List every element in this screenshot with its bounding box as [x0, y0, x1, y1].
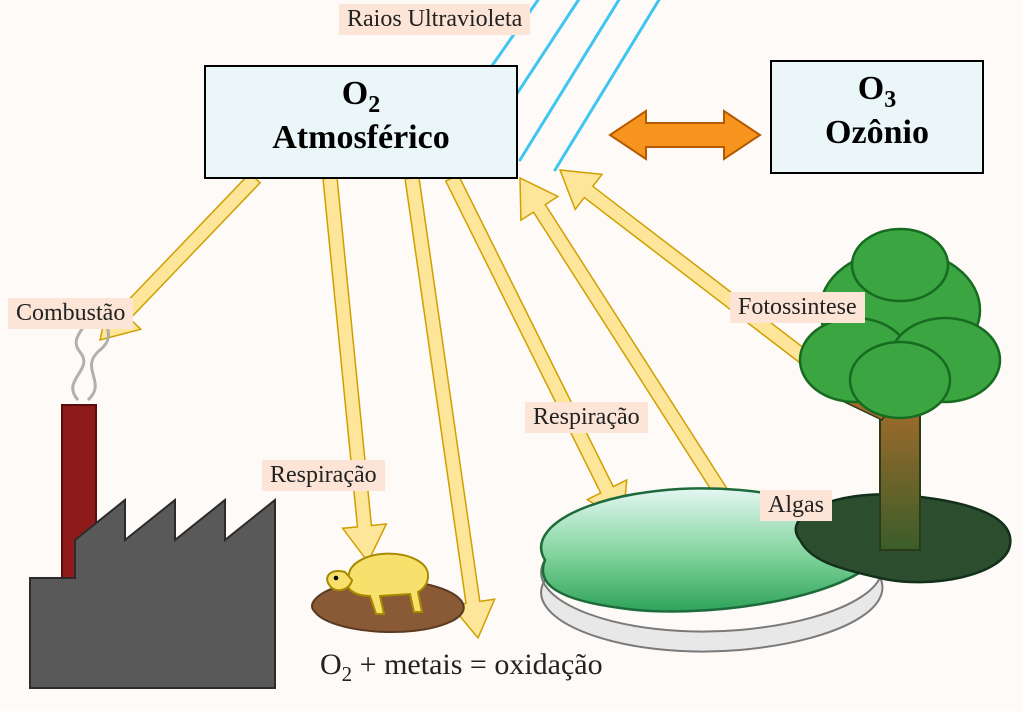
label-photosynthesis: Fotossintese: [730, 292, 865, 323]
formula-rest: + metais = oxidação: [352, 648, 602, 681]
o3-symbol-sub: 3: [884, 87, 896, 113]
formula-o: O: [320, 648, 342, 681]
double-arrow-o2-o3: [610, 111, 760, 159]
label-algae: Algas: [760, 490, 832, 521]
o2-atmospheric-box: O2 Atmosférico: [204, 65, 518, 179]
o2-symbol-o: O: [342, 75, 368, 112]
diagram-canvas: O2 Atmosférico O3 Ozônio Raios Ultraviol…: [0, 0, 1023, 711]
o2-symbol-sub: 2: [368, 92, 380, 118]
animal-illustration: [312, 554, 464, 632]
oxidation-formula: O2 + metais = oxidação: [320, 648, 603, 687]
label-uv: Raios Ultravioleta: [339, 4, 530, 35]
label-respiration-2: Respiração: [525, 402, 648, 433]
o3-ozone-box: O3 Ozônio: [770, 60, 984, 174]
o3-symbol-o: O: [858, 70, 884, 107]
label-respiration-1: Respiração: [262, 460, 385, 491]
o2-box-title: Atmosférico: [206, 119, 516, 157]
label-combustion: Combustão: [8, 298, 133, 329]
factory-illustration: [30, 300, 275, 688]
formula-sub: 2: [342, 662, 353, 686]
o3-box-title: Ozônio: [772, 114, 982, 152]
flow-arrows-group: [100, 170, 864, 638]
